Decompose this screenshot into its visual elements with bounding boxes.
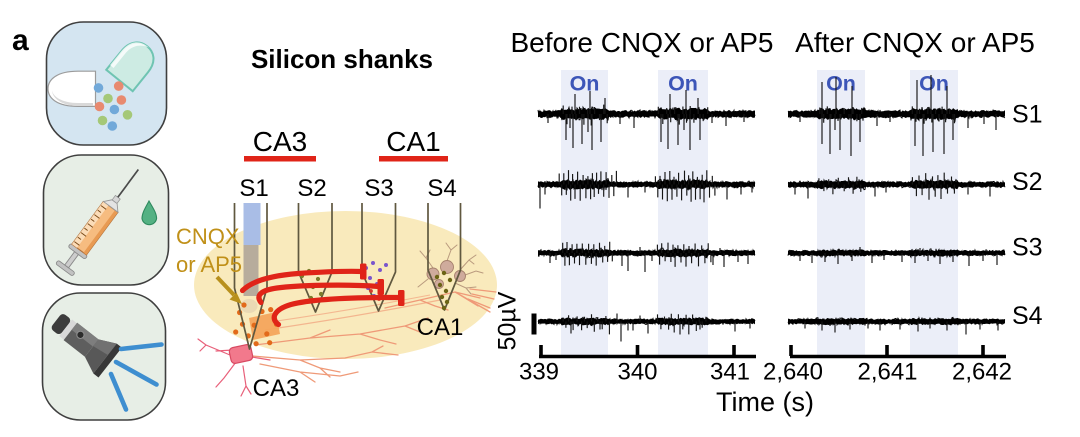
svg-text:After CNQX or AP5: After CNQX or AP5 <box>795 27 1035 58</box>
svg-text:On: On <box>919 72 949 96</box>
svg-text:2,641: 2,641 <box>857 359 917 386</box>
svg-text:On: On <box>570 72 600 96</box>
svg-text:CA1: CA1 <box>417 314 464 341</box>
svg-text:S1: S1 <box>1012 101 1043 129</box>
svg-text:On: On <box>826 72 856 96</box>
svg-text:S2: S2 <box>1012 168 1043 196</box>
svg-text:341: 341 <box>710 359 750 386</box>
svg-text:or AP5: or AP5 <box>176 252 242 277</box>
svg-text:S1: S1 <box>239 175 268 202</box>
svg-text:CA1: CA1 <box>386 126 440 157</box>
svg-text:2,642: 2,642 <box>952 359 1012 386</box>
svg-text:a: a <box>12 24 29 57</box>
svg-text:CA3: CA3 <box>253 126 307 157</box>
svg-text:2,640: 2,640 <box>763 359 823 386</box>
svg-text:S4: S4 <box>427 175 456 202</box>
svg-text:Silicon shanks: Silicon shanks <box>251 44 433 74</box>
svg-text:Time (s): Time (s) <box>716 387 814 417</box>
svg-text:S3: S3 <box>364 175 393 202</box>
svg-text:50µV: 50µV <box>494 291 522 350</box>
svg-text:340: 340 <box>617 359 657 386</box>
svg-text:Before CNQX or AP5: Before CNQX or AP5 <box>510 27 773 58</box>
svg-text:339: 339 <box>519 359 559 386</box>
svg-text:On: On <box>668 72 698 96</box>
svg-text:S2: S2 <box>297 175 326 202</box>
svg-text:S4: S4 <box>1012 302 1043 330</box>
svg-text:CNQX: CNQX <box>176 224 240 249</box>
svg-text:CA3: CA3 <box>253 375 300 402</box>
svg-text:S3: S3 <box>1012 234 1043 262</box>
